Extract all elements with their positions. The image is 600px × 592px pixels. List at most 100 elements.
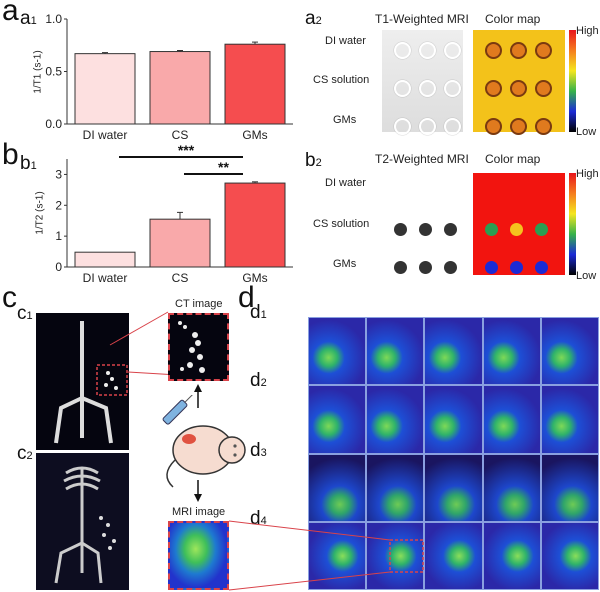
mri-slice-image [424, 521, 483, 590]
sample-well [535, 185, 548, 198]
y-tick-label: 0.0 [45, 117, 62, 131]
sample-well [535, 118, 552, 135]
t2-mri-image [382, 173, 463, 275]
sample-well [510, 261, 523, 274]
t2-color-map-image [473, 173, 565, 275]
y-tick-label: 3 [55, 167, 62, 181]
mri-slice-image [308, 317, 367, 386]
sample-well [419, 80, 436, 97]
panel-label-d: d [238, 281, 255, 314]
x-tick-label: GMs [242, 128, 267, 142]
sample-well [485, 261, 498, 274]
mouse-injection-illustration [162, 395, 246, 488]
panel-label-b1: b1 [20, 153, 37, 174]
sample-well [510, 118, 527, 135]
t1-color-map-image [473, 30, 565, 135]
sample-well [419, 42, 436, 59]
mri-slice-image [366, 453, 425, 522]
panel-label-a1: a1 [20, 8, 37, 29]
bar-gms [224, 182, 286, 268]
y-tick-label: 1.0 [45, 12, 62, 26]
b2-colormap-title: Color map [485, 152, 541, 166]
mri-slice-image [366, 521, 425, 590]
panel-label-c: c [2, 281, 17, 314]
panel-label-a: a [2, 0, 19, 27]
mri-slice-image [366, 317, 425, 386]
sample-well [535, 80, 552, 97]
sample-well [419, 185, 432, 198]
sample-well [485, 185, 498, 198]
panel-label-a2: a2 [305, 8, 322, 29]
panel-label-b2: b2 [305, 150, 322, 171]
x-tick-label: CS [172, 128, 189, 142]
sample-well [510, 223, 523, 236]
sample-well [444, 223, 457, 236]
significance-stars: ** [218, 159, 229, 175]
sample-well [394, 118, 411, 135]
b2-row-label: DI water [325, 177, 366, 189]
a2-colormap-title: Color map [485, 12, 541, 26]
sample-well [485, 42, 502, 59]
sample-well [510, 80, 527, 97]
panel-label-c2: c2 [17, 443, 33, 464]
y-axis-label-b1: 1/T2 (s-1) [34, 191, 46, 235]
mri-slice-image [366, 385, 425, 454]
y-tick-label: 2 [55, 198, 62, 212]
x-tick-label: CS [172, 271, 189, 285]
bar-cs [149, 218, 211, 268]
bar-gms [224, 43, 286, 125]
mri-image-grid [308, 317, 599, 590]
mri-slice-image [482, 317, 541, 386]
panel-label-d4: d4 [250, 508, 267, 529]
y-tick-label: 1 [55, 229, 62, 243]
mri-slice-image [540, 317, 599, 386]
sample-well [485, 80, 502, 97]
colorbar [569, 30, 576, 132]
x-tick-label: GMs [242, 271, 267, 285]
ct-image-label: CT image [175, 298, 223, 310]
sample-well [535, 223, 548, 236]
d4-zoom-connector [228, 520, 424, 591]
y-axis-label-a1: 1/T1 (s-1) [32, 50, 44, 94]
b2-row-label: CS solution [313, 218, 370, 230]
sample-well [444, 261, 457, 274]
bar-di-water [74, 251, 136, 268]
x-tick-label: DI water [83, 271, 128, 285]
panel-label-d1: d1 [250, 302, 267, 323]
mri-slice-image [308, 385, 367, 454]
mri-slice-image [424, 317, 483, 386]
colorbar-high: High [576, 25, 599, 37]
mri-image-zoom [168, 521, 229, 590]
mri-slice-image [482, 453, 541, 522]
t2-title: T2-Weighted MRI [375, 152, 469, 166]
sample-well [419, 223, 432, 236]
a2-row-label: DI water [325, 35, 366, 47]
mri-slice-image [308, 453, 367, 522]
sample-well [510, 42, 527, 59]
mri-slice-image [540, 385, 599, 454]
sample-well [394, 80, 411, 97]
mri-image-label: MRI image [172, 506, 226, 518]
colorbar-low: Low [576, 126, 597, 138]
mri-slice-image [540, 453, 599, 522]
ct-skeleton-image-c1 [36, 313, 129, 450]
sample-well [444, 185, 457, 198]
sample-well [485, 118, 502, 135]
ct-image-zoom [168, 313, 229, 381]
y-tick-label: 0 [55, 260, 62, 274]
chart-a1: 0.0 0.5 1.0 DI water CS GMs [45, 12, 293, 142]
sample-well [444, 42, 461, 59]
panel-label-c1: c1 [17, 303, 33, 324]
colorbar-low: Low [576, 270, 597, 282]
sample-well [444, 118, 461, 135]
mri-slice-image [540, 521, 599, 590]
t1-mri-image [382, 30, 463, 135]
mri-slice-image [424, 385, 483, 454]
sample-well [485, 223, 498, 236]
b2-row-label: GMs [333, 258, 357, 270]
panel-label-d2: d2 [250, 370, 267, 391]
sample-well [510, 185, 523, 198]
y-tick-label: 0.5 [45, 65, 62, 79]
